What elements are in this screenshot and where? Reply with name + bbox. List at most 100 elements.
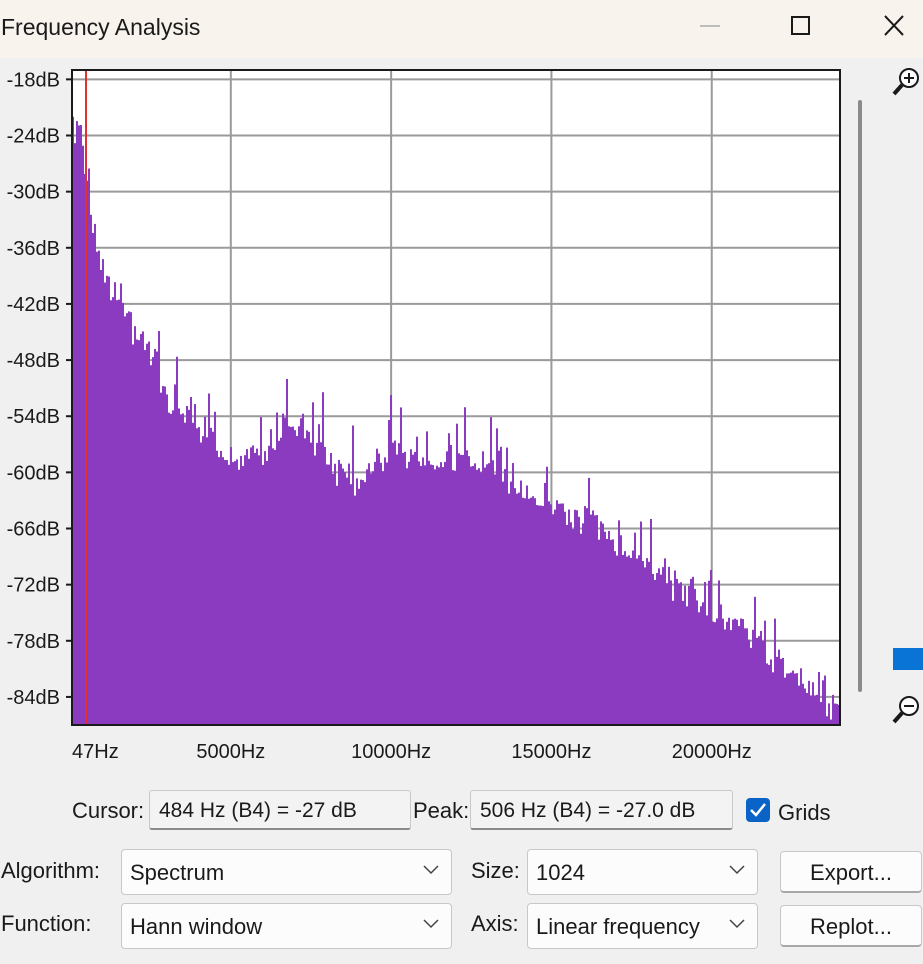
spectrum-bar: [150, 365, 152, 725]
spectrum-bar: [688, 585, 690, 725]
zoom-slider-track[interactable]: [858, 100, 862, 692]
chevron-down-icon: [423, 919, 439, 929]
zoom-in-icon: [892, 68, 919, 96]
spectrum-bar: [530, 497, 532, 725]
spectrum-bar: [324, 446, 326, 725]
spectrum-bar: [484, 467, 486, 725]
spectrum-bar: [382, 471, 384, 725]
spectrum-bar: [158, 331, 160, 725]
close-button[interactable]: [863, 0, 923, 58]
spectrum-plot[interactable]: -18dB -24dB -30dB -36dB -42dB -48dB -54dB -60dB…: [0, 60, 855, 780]
spectrum-bar: [132, 344, 134, 725]
spectrum-bar: [832, 694, 834, 725]
spectrum-bar: [306, 430, 308, 725]
spectrum-bar: [568, 509, 570, 725]
minimize-button[interactable]: [680, 0, 740, 58]
spectrum-bar: [128, 311, 130, 725]
spectrum-bar: [726, 621, 728, 725]
maximize-button[interactable]: [770, 0, 830, 58]
spectrum-bar: [792, 670, 794, 725]
spectrum-bar: [462, 454, 464, 725]
spectrum-bar: [764, 620, 766, 725]
spectrum-bar: [166, 394, 168, 725]
algorithm-select[interactable]: Spectrum: [121, 849, 452, 895]
x-tick-label: 15000Hz: [511, 741, 591, 763]
axis-select[interactable]: Linear frequency: [527, 903, 758, 949]
y-tick-label: -60dB: [7, 462, 60, 484]
algorithm-label: Algorithm:: [1, 858, 101, 883]
window-title: Frequency Analysis: [1, 14, 201, 40]
spectrum-bar: [760, 631, 762, 725]
spectrum-bar: [186, 405, 188, 725]
spectrum-bar: [156, 351, 158, 725]
spectrum-bar: [168, 412, 170, 725]
spectrum-bar: [618, 520, 620, 725]
spectrum-bar: [268, 445, 270, 725]
spectrum-bar: [418, 461, 420, 725]
spectrum-bar: [282, 413, 284, 725]
spectrum-bar: [236, 459, 238, 725]
y-tick-label: -18dB: [7, 69, 60, 91]
spectrum-bar: [590, 514, 592, 725]
spectrum-bar: [318, 424, 320, 725]
y-tick-label: -30dB: [7, 182, 60, 204]
spectrum-bar: [422, 457, 424, 725]
spectrum-bar: [410, 449, 412, 725]
grids-checkbox[interactable]: [746, 798, 770, 822]
export-button[interactable]: Export...: [780, 851, 922, 893]
spectrum-bar: [244, 455, 246, 725]
function-label: Function:: [1, 911, 92, 936]
spectrum-bar: [752, 629, 754, 725]
spectrum-bar: [518, 492, 520, 725]
spectrum-bar: [438, 467, 440, 725]
spectrum-bar: [276, 412, 278, 725]
spectrum-bar: [428, 460, 430, 725]
spectrum-bar: [348, 463, 350, 725]
zoom-out-button[interactable]: [890, 694, 922, 733]
spectrum-bar: [800, 668, 802, 725]
spectrum-bar: [144, 350, 146, 725]
checkmark-icon: [750, 803, 766, 817]
zoom-slider-thumb[interactable]: [893, 648, 923, 670]
zoom-out-icon: [892, 696, 919, 724]
spectrum-bar: [650, 518, 652, 725]
spectrum-bar: [506, 447, 508, 725]
spectrum-bar: [470, 466, 472, 725]
spectrum-bar: [666, 583, 668, 725]
spectrum-bar: [672, 600, 674, 725]
size-select[interactable]: 1024: [527, 849, 758, 895]
spectrum-bar: [836, 703, 838, 725]
spectrum-bar: [682, 600, 684, 725]
spectrum-bar: [496, 428, 498, 725]
spectrum-bar: [460, 454, 462, 725]
spectrum-bar: [816, 694, 818, 725]
spectrum-bar: [334, 463, 336, 725]
spectrum-bar: [646, 558, 648, 725]
spectrum-bar: [656, 573, 658, 725]
spectrum-bar: [606, 538, 608, 725]
function-select[interactable]: Hann window: [121, 903, 452, 949]
spectrum-bar: [786, 673, 788, 725]
spectrum-bar: [482, 451, 484, 725]
spectrum-bar: [472, 466, 474, 725]
spectrum-bar: [564, 511, 566, 725]
spectrum-bar: [450, 445, 452, 725]
spectrum-bar: [614, 551, 616, 725]
spectrum-bar: [642, 561, 644, 725]
spectrum-bar: [724, 629, 726, 725]
spectrum-bar: [434, 469, 436, 725]
spectrum-bar: [388, 420, 390, 725]
spectrum-bar: [708, 580, 710, 725]
spectrum-bar: [634, 532, 636, 725]
y-tick-label: -42dB: [7, 294, 60, 316]
y-tick-label: -84dB: [7, 687, 60, 709]
replot-button[interactable]: Replot...: [780, 905, 922, 947]
spectrum-bar: [514, 488, 516, 725]
spectrum-bar: [320, 442, 322, 725]
maximize-icon: [791, 16, 810, 35]
spectrum-bar: [354, 495, 356, 725]
spectrum-bar: [106, 275, 108, 725]
spectrum-bar: [316, 442, 318, 725]
spectrum-bar: [260, 417, 262, 725]
zoom-in-button[interactable]: [890, 66, 922, 105]
